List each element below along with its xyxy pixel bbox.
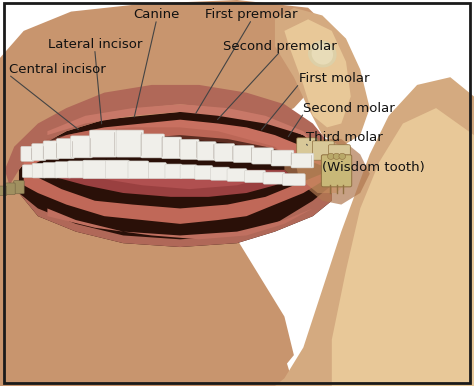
FancyBboxPatch shape [55, 162, 71, 178]
Ellipse shape [308, 41, 337, 68]
FancyBboxPatch shape [116, 130, 144, 157]
Text: Canine: Canine [133, 8, 180, 21]
FancyBboxPatch shape [0, 186, 7, 196]
FancyBboxPatch shape [43, 141, 59, 159]
FancyBboxPatch shape [128, 161, 149, 179]
Polygon shape [66, 143, 265, 158]
Polygon shape [5, 85, 332, 185]
Polygon shape [95, 174, 265, 189]
Polygon shape [19, 112, 332, 247]
FancyBboxPatch shape [245, 170, 265, 183]
Polygon shape [0, 239, 294, 386]
Text: First molar: First molar [299, 72, 369, 85]
FancyBboxPatch shape [43, 163, 58, 178]
FancyBboxPatch shape [148, 163, 166, 179]
Polygon shape [47, 104, 313, 143]
FancyBboxPatch shape [32, 144, 46, 161]
FancyBboxPatch shape [252, 148, 273, 164]
Polygon shape [0, 0, 332, 386]
FancyBboxPatch shape [165, 164, 182, 179]
Text: First premolar: First premolar [205, 8, 298, 21]
Polygon shape [275, 8, 370, 147]
FancyBboxPatch shape [215, 144, 235, 161]
Ellipse shape [333, 153, 340, 159]
FancyBboxPatch shape [263, 172, 285, 184]
Text: Second premolar: Second premolar [223, 40, 337, 53]
FancyBboxPatch shape [162, 137, 182, 159]
Ellipse shape [339, 153, 346, 159]
Ellipse shape [311, 44, 333, 64]
Text: (Wisdom tooth): (Wisdom tooth) [322, 161, 425, 174]
FancyBboxPatch shape [271, 150, 294, 166]
FancyBboxPatch shape [297, 138, 318, 158]
Polygon shape [24, 120, 322, 170]
FancyBboxPatch shape [180, 139, 199, 159]
FancyBboxPatch shape [106, 160, 129, 179]
Polygon shape [275, 77, 474, 386]
Ellipse shape [328, 153, 334, 159]
FancyBboxPatch shape [321, 155, 352, 187]
Text: Second molar: Second molar [303, 102, 395, 115]
FancyBboxPatch shape [227, 169, 247, 181]
FancyBboxPatch shape [6, 183, 15, 195]
FancyBboxPatch shape [71, 136, 92, 158]
FancyBboxPatch shape [22, 165, 35, 178]
Text: Third molar: Third molar [306, 131, 383, 144]
FancyBboxPatch shape [90, 130, 117, 157]
Polygon shape [284, 19, 351, 127]
Polygon shape [47, 208, 313, 239]
FancyBboxPatch shape [312, 141, 334, 160]
FancyBboxPatch shape [291, 153, 314, 168]
Polygon shape [9, 185, 332, 247]
FancyBboxPatch shape [233, 146, 254, 163]
Polygon shape [24, 174, 322, 224]
FancyBboxPatch shape [83, 160, 107, 179]
Polygon shape [57, 166, 294, 197]
FancyBboxPatch shape [283, 174, 305, 186]
FancyBboxPatch shape [180, 165, 197, 179]
FancyBboxPatch shape [14, 181, 24, 194]
FancyBboxPatch shape [197, 142, 216, 160]
FancyBboxPatch shape [328, 145, 350, 163]
FancyBboxPatch shape [32, 163, 46, 178]
Polygon shape [284, 139, 370, 205]
Polygon shape [294, 143, 351, 193]
FancyBboxPatch shape [210, 167, 229, 180]
Polygon shape [24, 127, 284, 154]
FancyBboxPatch shape [56, 139, 74, 159]
FancyBboxPatch shape [68, 161, 87, 178]
Polygon shape [332, 108, 474, 386]
FancyBboxPatch shape [141, 134, 164, 158]
FancyBboxPatch shape [21, 146, 34, 161]
Text: Lateral incisor: Lateral incisor [47, 38, 142, 51]
FancyBboxPatch shape [195, 166, 213, 179]
Text: Central incisor: Central incisor [9, 63, 106, 76]
